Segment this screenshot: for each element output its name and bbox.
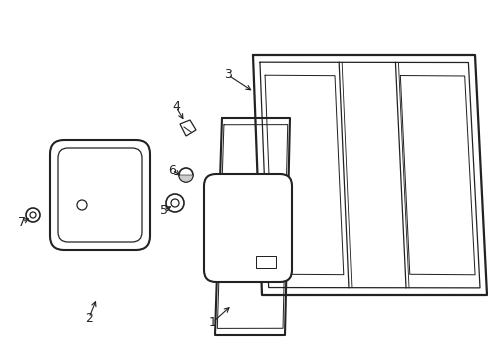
Bar [256,256,275,268]
Text: 4: 4 [172,100,180,113]
FancyBboxPatch shape [203,174,291,282]
Text: 7: 7 [18,216,26,229]
Text: 2: 2 [85,311,93,324]
Text: 6: 6 [168,163,176,176]
Text: 1: 1 [209,315,217,328]
Wedge shape [179,175,193,182]
FancyBboxPatch shape [50,140,150,250]
Text: 5: 5 [160,203,168,216]
Text: 3: 3 [224,68,231,81]
